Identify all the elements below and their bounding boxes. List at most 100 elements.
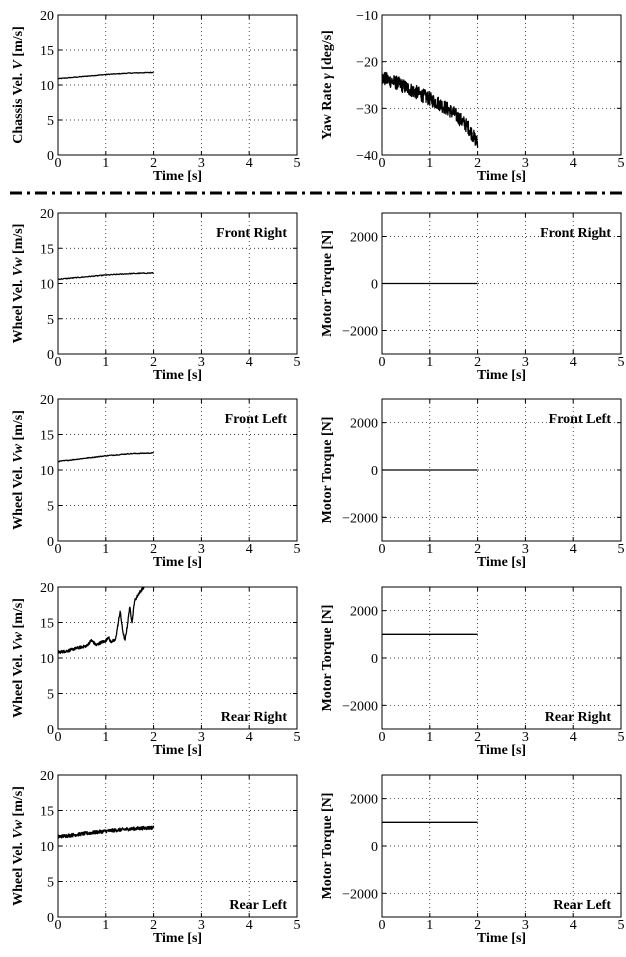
- x-tick-label: 0: [55, 156, 62, 171]
- x-tick-label: 1: [102, 918, 109, 933]
- x-tick-label: 4: [570, 918, 577, 933]
- panel-label: Front Right: [216, 226, 287, 241]
- series-line: [381, 71, 479, 148]
- x-tick-label: 0: [379, 156, 386, 171]
- series-line: [57, 271, 154, 281]
- y-tick-label: 20: [40, 769, 54, 784]
- y-axis-label: Wheel Vel. Vw [m/s]: [11, 224, 26, 344]
- x-tick-label: 0: [55, 918, 62, 933]
- x-axis-label: Time [s]: [153, 555, 202, 570]
- y-tick-label: 15: [40, 44, 54, 59]
- y-tick-label: 10: [40, 652, 54, 667]
- x-tick-label: 1: [426, 542, 433, 557]
- x-tick-label: 2: [150, 542, 157, 557]
- x-axis-label: Time [s]: [477, 931, 526, 946]
- panel-wheel-fr: 0 1 2 3 4 5 0 5 10 15 20 Time [s] Wheel Vel. Vw [m/s…: [11, 207, 301, 383]
- x-tick-label: 2: [474, 355, 481, 370]
- x-tick-label: 4: [570, 542, 577, 557]
- x-tick-label: 1: [102, 156, 109, 171]
- panel-wheel-fl: 0 1 2 3 4 5 0 5 10 15 20 Time [s] Wheel Vel. Vw [m/s…: [11, 393, 301, 570]
- x-tick-label: 5: [618, 355, 625, 370]
- axes-frame: [381, 586, 622, 730]
- panel-yaw: 0 1 2 3 4 5 −40 −30 −20 −10 Time [s] Yaw Rate γ [de…: [320, 9, 625, 184]
- y-tick-label: 15: [40, 805, 54, 820]
- x-tick-label: 1: [426, 918, 433, 933]
- y-tick-label: 20: [40, 207, 54, 222]
- y-axis-label: Wheel Vel. Vw [m/s]: [11, 598, 26, 718]
- x-tick-label: 0: [379, 918, 386, 933]
- x-tick-label: 1: [102, 542, 109, 557]
- panel-chassis: 0 1 2 3 4 5 0 5 10 15 20 Time [s] Chassis Vel. V [m/…: [11, 9, 301, 184]
- y-axis-label: Motor Torque [N]: [320, 230, 335, 337]
- y-tick-label: 0: [47, 723, 54, 738]
- x-tick-label: 3: [198, 355, 205, 370]
- x-tick-label: 5: [618, 730, 625, 745]
- x-tick-label: 0: [379, 730, 386, 745]
- x-tick-label: 3: [522, 355, 529, 370]
- y-tick-label: −20: [356, 56, 378, 71]
- x-tick-label: 4: [246, 542, 253, 557]
- x-tick-label: 4: [570, 730, 577, 745]
- y-tick-label: −2000: [342, 887, 378, 902]
- x-tick-label: 5: [294, 918, 301, 933]
- panel-label: Front Right: [540, 226, 611, 241]
- series-line: [57, 71, 154, 80]
- x-tick-label: 0: [55, 355, 62, 370]
- y-tick-label: 2000: [350, 231, 378, 246]
- y-tick-label: 15: [40, 429, 54, 444]
- y-axis-label: Motor Torque [N]: [320, 605, 335, 712]
- y-tick-label: 0: [371, 278, 378, 293]
- x-tick-label: 2: [474, 730, 481, 745]
- x-axis-label: Time [s]: [477, 368, 526, 383]
- axes-frame: [381, 774, 622, 918]
- y-tick-label: 15: [40, 617, 54, 632]
- x-axis-label: Time [s]: [153, 743, 202, 758]
- x-tick-label: 3: [198, 156, 205, 171]
- y-axis-label: Yaw Rate γ [deg/s]: [320, 30, 335, 140]
- x-tick-label: 3: [198, 730, 205, 745]
- x-tick-label: 1: [102, 355, 109, 370]
- x-tick-label: 3: [198, 918, 205, 933]
- y-tick-label: −40: [356, 149, 378, 164]
- y-tick-label: −2000: [342, 699, 378, 714]
- x-tick-label: 2: [150, 730, 157, 745]
- y-axis-label: Motor Torque [N]: [320, 417, 335, 524]
- y-tick-label: 5: [47, 313, 54, 328]
- x-tick-label: 3: [522, 156, 529, 171]
- y-tick-label: 5: [47, 114, 54, 129]
- x-axis-label: Time [s]: [477, 169, 526, 184]
- x-tick-label: 4: [246, 156, 253, 171]
- y-axis-label: Wheel Vel. Vw [m/s]: [11, 786, 26, 906]
- y-tick-label: −10: [356, 9, 378, 24]
- x-tick-label: 2: [474, 542, 481, 557]
- panel-wheel-rr: 0 1 2 3 4 5 0 5 10 15 20 Time [s] Wheel Vel. Vw [m/s…: [11, 581, 301, 758]
- y-tick-label: 0: [371, 840, 378, 855]
- x-axis-label: Time [s]: [153, 169, 202, 184]
- y-tick-label: −2000: [342, 325, 378, 340]
- y-tick-label: 2000: [350, 793, 378, 808]
- y-tick-label: −2000: [342, 511, 378, 526]
- x-tick-label: 4: [246, 918, 253, 933]
- x-tick-label: 2: [474, 918, 481, 933]
- x-tick-label: 2: [474, 156, 481, 171]
- y-tick-label: 20: [40, 393, 54, 408]
- x-tick-label: 4: [570, 355, 577, 370]
- x-tick-label: 4: [246, 355, 253, 370]
- y-axis-label: Chassis Vel. V [m/s]: [11, 26, 26, 143]
- x-tick-label: 2: [150, 355, 157, 370]
- panel-label: Rear Right: [545, 710, 612, 725]
- y-tick-label: 0: [47, 348, 54, 363]
- axes-frame: [57, 774, 298, 918]
- panel-label: Rear Left: [553, 898, 611, 913]
- x-tick-label: 5: [294, 730, 301, 745]
- y-tick-label: 0: [47, 149, 54, 164]
- panel-torque-rr: 0 1 2 3 4 5 −2000 0 2000 Time [s] Motor Torque [N]…: [320, 586, 625, 758]
- x-tick-label: 3: [198, 542, 205, 557]
- y-tick-label: 20: [40, 581, 54, 596]
- y-tick-label: 20: [40, 9, 54, 24]
- x-tick-label: 4: [570, 156, 577, 171]
- x-tick-label: 0: [379, 542, 386, 557]
- y-tick-label: 0: [47, 911, 54, 926]
- y-tick-label: −30: [356, 102, 378, 117]
- y-tick-label: 10: [40, 79, 54, 94]
